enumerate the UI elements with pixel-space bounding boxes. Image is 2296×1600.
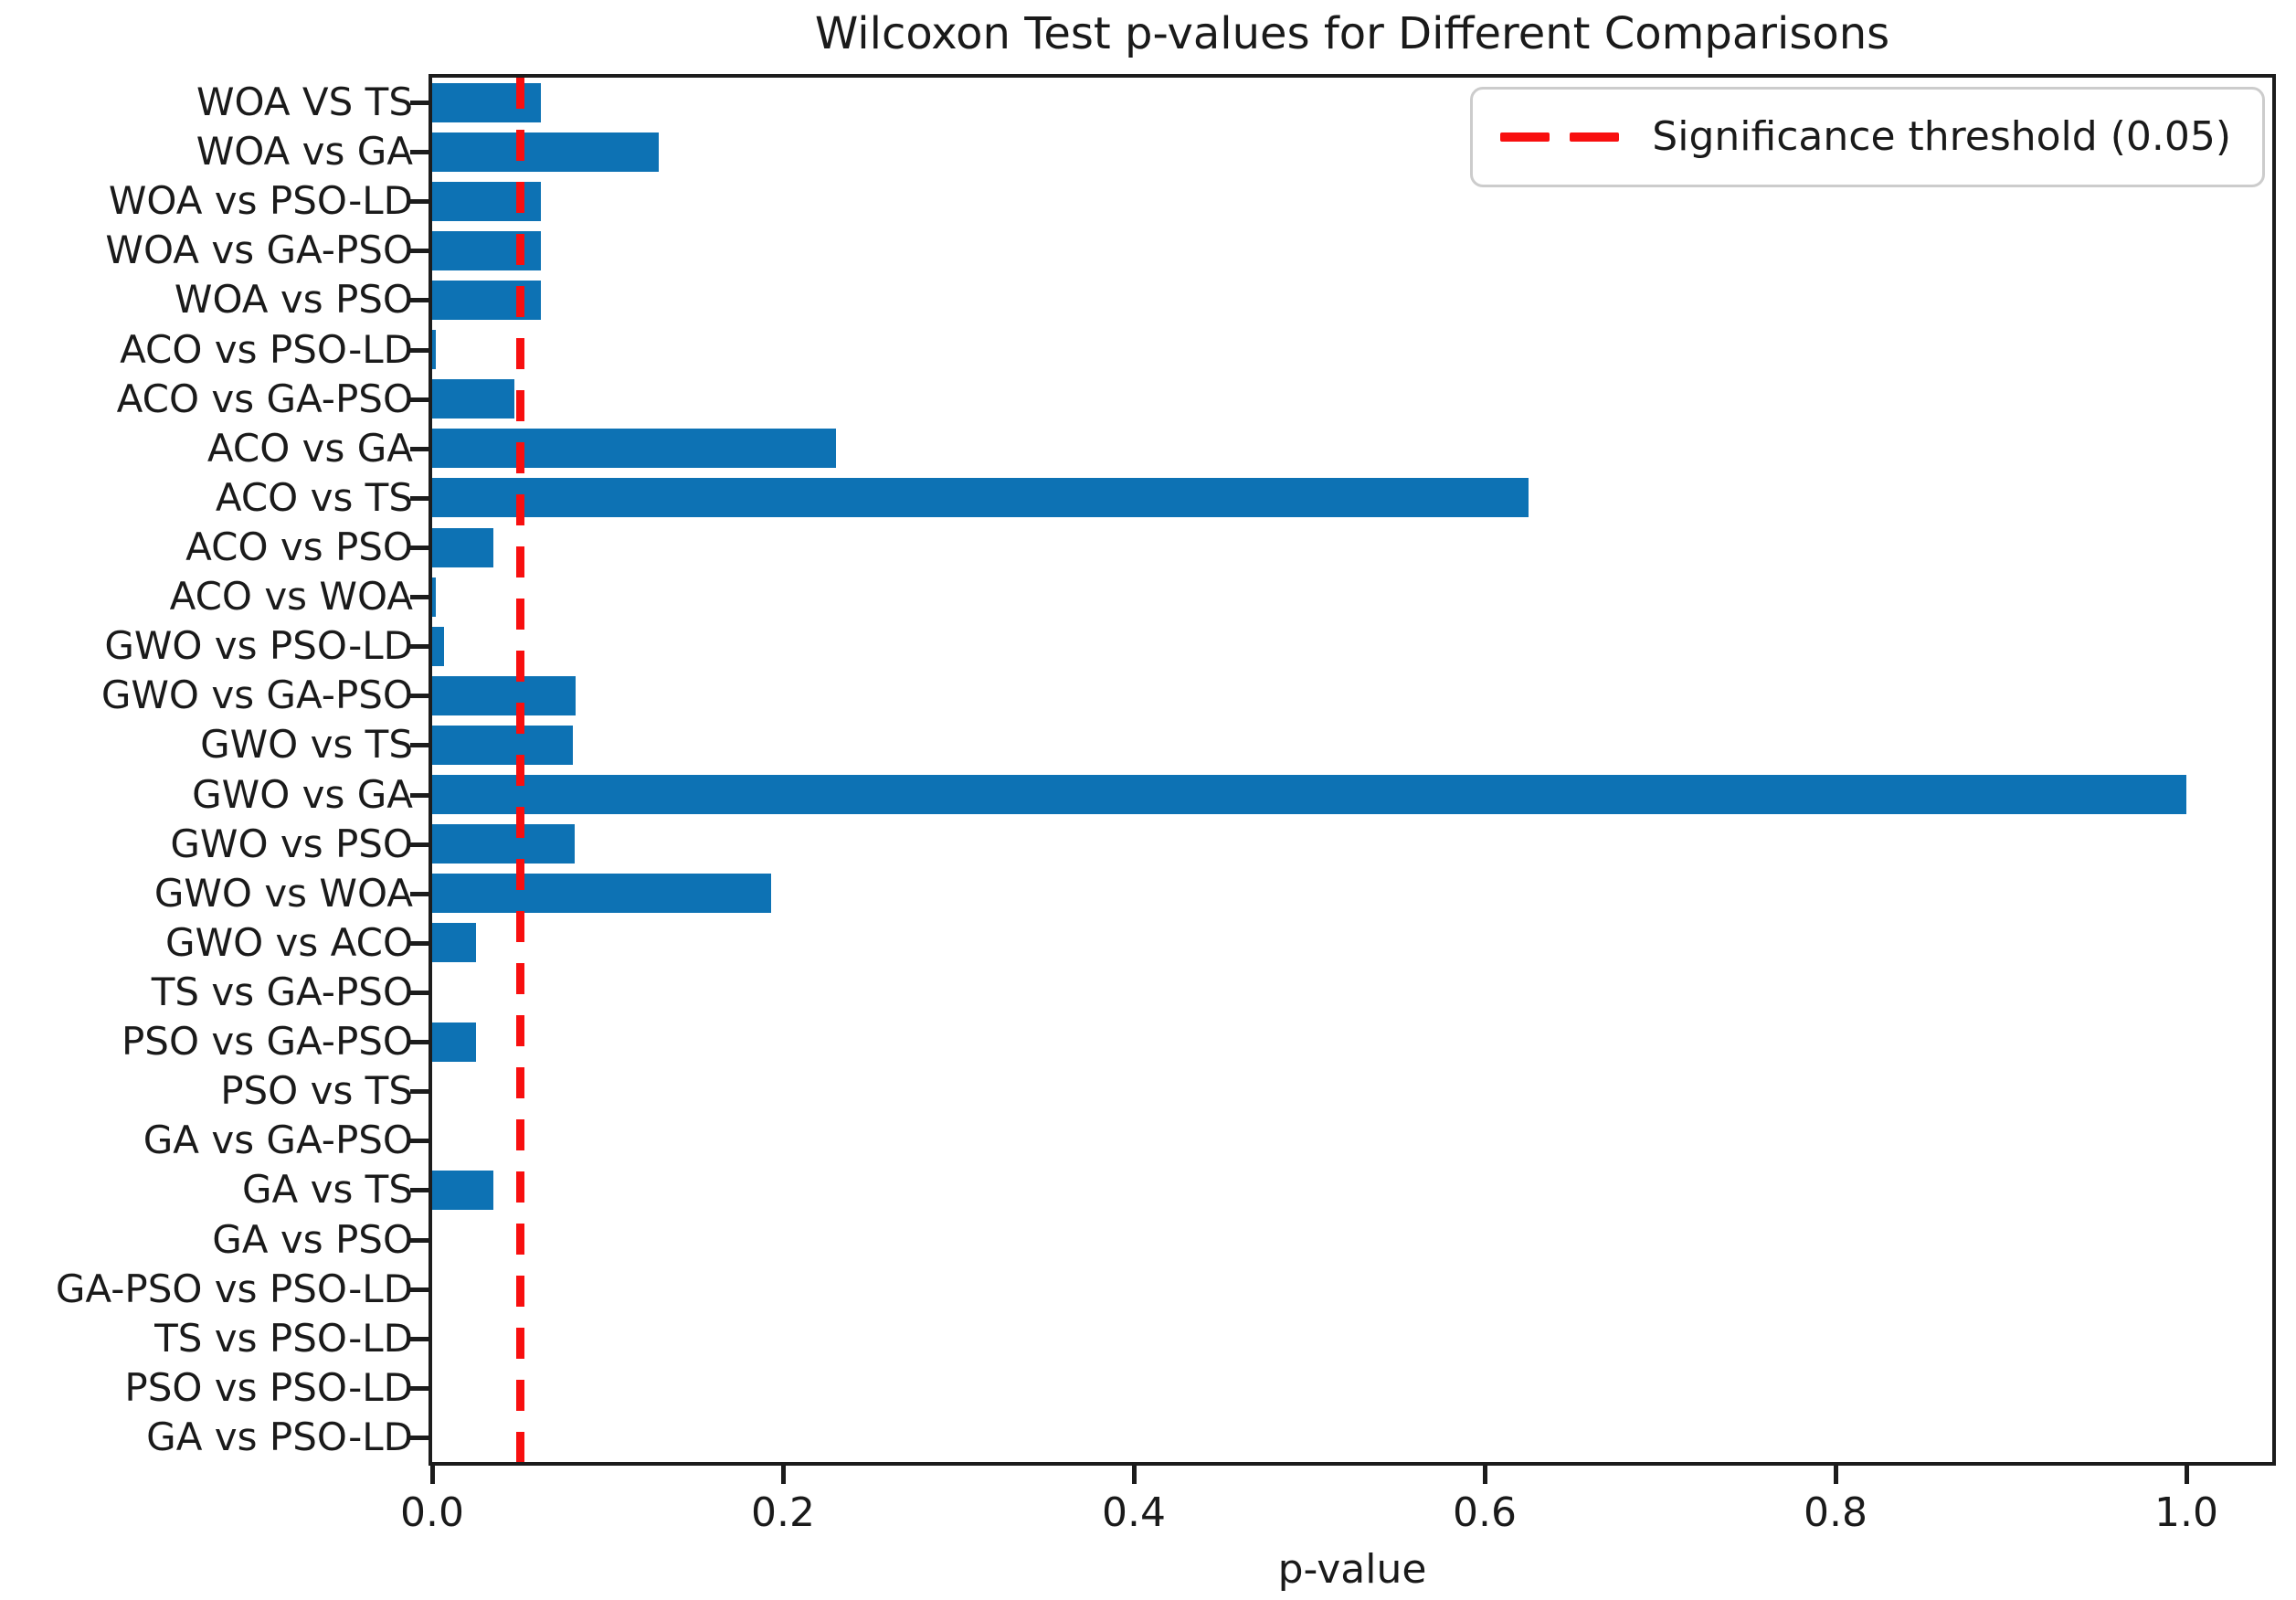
bar-aco-vs-pso [432,527,493,567]
y-tick-mark [410,1089,429,1095]
legend-label: Significance threshold (0.05) [1652,113,2231,160]
bar-gwo-vs-pso-ld [432,626,444,666]
y-tick-mark [410,743,429,748]
bar-aco-vs-ts [432,478,1529,518]
x-tick-mark [1483,1466,1487,1484]
y-tick-mark [410,1188,429,1193]
y-tick-mark [410,397,429,402]
y-tick-mark [410,298,429,303]
y-tick-mark [410,199,429,205]
bar-woa-vs-pso-ld [432,181,541,221]
y-tick-label: WOA VS TS [196,79,413,125]
y-tick-label: ACO vs GA [206,425,413,471]
y-tick-label: GWO vs GA [192,771,413,817]
x-axis-label: p-value [1277,1546,1427,1593]
bar-gwo-vs-ts [432,725,573,765]
x-tick-mark [2185,1466,2189,1484]
x-tick-mark [781,1466,786,1484]
bar-ga-vs-ts [432,1170,493,1210]
bar-woa-vs-pso [432,280,541,320]
x-tick-label: 0.8 [1804,1489,1867,1536]
y-tick-label: ACO vs GA-PSO [116,376,413,421]
y-tick-label: ACO vs PSO [185,525,413,570]
legend-dashed-line-icon [1500,132,1620,142]
threshold-line [516,78,524,1462]
y-tick-label: GWO vs PSO-LD [104,623,413,669]
y-tick-mark [410,891,429,896]
bar-aco-vs-ga [432,429,836,469]
y-tick-label: TS vs GA-PSO [151,969,413,1014]
y-tick-label: WOA vs PSO-LD [108,178,413,224]
y-tick-label: WOA vs GA-PSO [105,228,413,273]
bar-pso-vs-ga-pso [432,1022,476,1062]
y-tick-mark [410,101,429,106]
legend: Significance threshold (0.05) [1470,87,2265,187]
y-tick-label: WOA vs PSO [174,277,413,323]
y-tick-label: WOA vs GA [196,129,413,175]
chart-title: Wilcoxon Test p-values for Different Com… [814,8,1890,59]
y-tick-mark [410,1336,429,1341]
bar-gwo-vs-ga [432,775,2186,815]
y-tick-label: GA vs GA-PSO [143,1118,413,1163]
bar-gwo-vs-woa [432,874,771,914]
y-tick-mark [410,495,429,501]
x-tick-mark [1834,1466,1838,1484]
y-tick-mark [410,595,429,600]
y-tick-mark [410,150,429,155]
y-tick-mark [410,1237,429,1243]
y-tick-mark [410,1287,429,1292]
y-tick-mark [410,347,429,353]
bar-aco-vs-ga-pso [432,379,514,419]
y-tick-mark [410,940,429,946]
y-tick-mark [410,644,429,650]
y-tick-label: GWO vs ACO [165,919,413,965]
bar-gwo-vs-pso [432,824,575,864]
x-tick-label: 0.6 [1453,1489,1517,1536]
y-tick-mark [410,1040,429,1045]
y-tick-mark [410,249,429,254]
plot-area: Significance threshold (0.05) [429,74,2276,1466]
bar-woa-vs-ga [432,132,659,172]
y-tick-label: GWO vs GA-PSO [101,673,413,718]
bar-gwo-vs-ga-pso [432,675,576,715]
bar-aco-vs-pso-ld [432,330,436,370]
x-tick-label: 0.0 [400,1489,464,1536]
bar-woa-vs-ga-pso [432,230,541,270]
y-tick-label: TS vs PSO-LD [154,1315,413,1361]
y-tick-label: GWO vs PSO [170,821,413,866]
y-tick-label: GA vs TS [241,1167,413,1213]
y-tick-mark [410,446,429,451]
y-tick-label: ACO vs TS [215,474,413,520]
y-tick-label: PSO vs GA-PSO [121,1019,413,1065]
y-tick-label: PSO vs PSO-LD [124,1364,413,1410]
y-tick-mark [410,842,429,847]
y-tick-mark [410,694,429,699]
y-tick-mark [410,1139,429,1144]
bar-woa-vs-ts [432,82,541,122]
y-tick-mark [410,546,429,551]
x-tick-label: 0.4 [1102,1489,1166,1536]
y-tick-mark [410,1385,429,1391]
x-tick-label: 1.0 [2154,1489,2218,1536]
x-tick-mark [430,1466,435,1484]
y-tick-mark [410,990,429,995]
y-tick-label: PSO vs TS [220,1068,413,1114]
y-tick-label: GA vs PSO [212,1216,413,1262]
bar-aco-vs-woa [432,577,436,617]
y-tick-label: GWO vs TS [200,722,413,768]
x-tick-mark [1132,1466,1137,1484]
y-tick-mark [410,792,429,798]
y-tick-label: GA vs PSO-LD [146,1414,413,1459]
bar-gwo-vs-aco [432,923,476,963]
y-tick-label: ACO vs WOA [169,574,413,620]
y-tick-mark [410,1435,429,1440]
y-tick-label: ACO vs PSO-LD [120,326,413,372]
y-tick-label: GA-PSO vs PSO-LD [55,1266,413,1311]
x-tick-label: 0.2 [751,1489,815,1536]
y-tick-label: GWO vs WOA [153,870,413,916]
